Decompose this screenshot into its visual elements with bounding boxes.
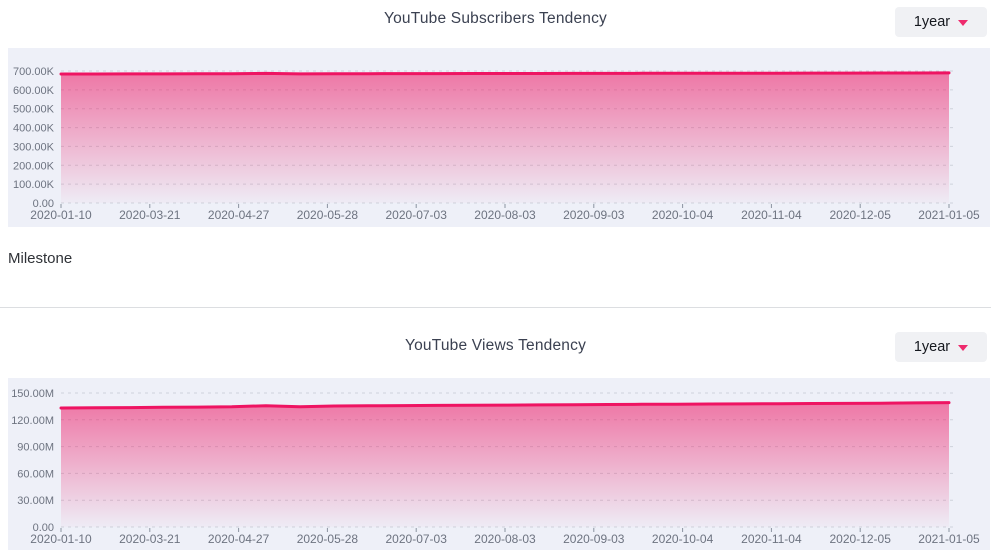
svg-text:500.00K: 500.00K bbox=[13, 104, 55, 116]
svg-text:2020-11-04: 2020-11-04 bbox=[741, 532, 802, 546]
svg-text:2020-10-04: 2020-10-04 bbox=[652, 208, 714, 222]
views-header: YouTube Views Tendency 1year bbox=[0, 308, 991, 378]
section-divider bbox=[0, 307, 991, 308]
views-tendency-chart[interactable]: 150.00M120.00M90.00M60.00M30.00M0.002020… bbox=[8, 378, 990, 550]
svg-text:2020-04-27: 2020-04-27 bbox=[208, 532, 270, 546]
range-value: 1year bbox=[913, 14, 951, 30]
svg-text:90.00M: 90.00M bbox=[17, 442, 54, 454]
svg-text:2020-10-04: 2020-10-04 bbox=[652, 532, 714, 546]
chevron-down-icon bbox=[958, 345, 969, 351]
views-section: YouTube Views Tendency 1year 150.00M 120.… bbox=[0, 308, 991, 550]
svg-text:2020-01-10: 2020-01-10 bbox=[30, 208, 92, 222]
svg-text:60.00M: 60.00M bbox=[17, 468, 54, 480]
svg-text:0.00: 0.00 bbox=[33, 198, 54, 210]
svg-text:2020-05-28: 2020-05-28 bbox=[297, 208, 359, 222]
svg-text:2020-08-03: 2020-08-03 bbox=[474, 532, 536, 546]
svg-text:2020-04-27: 2020-04-27 bbox=[208, 208, 270, 222]
subscribers-chart-title: YouTube Subscribers Tendency bbox=[383, 10, 608, 27]
svg-text:2020-11-04: 2020-11-04 bbox=[741, 208, 802, 222]
svg-text:2020-03-21: 2020-03-21 bbox=[119, 208, 181, 222]
views-chart-panel: 150.00M 120.00M 90.00M 60.00M 30.00M 0.00 2020… bbox=[8, 378, 990, 550]
subscribers-chart-panel: 700.00K 600.00K 500.00K 400.00K 300.00K 200.0… bbox=[8, 48, 990, 227]
subscribers-header: YouTube Subscribers Tendency 1year bbox=[0, 0, 991, 48]
svg-text:2020-07-03: 2020-07-03 bbox=[386, 208, 448, 222]
svg-text:2020-01-10: 2020-01-10 bbox=[30, 532, 92, 546]
svg-text:30.00M: 30.00M bbox=[17, 495, 54, 507]
svg-text:150.00M: 150.00M bbox=[11, 388, 54, 400]
svg-text:2020-05-28: 2020-05-28 bbox=[297, 532, 359, 546]
svg-text:2021-01-05: 2021-01-05 bbox=[918, 208, 980, 222]
svg-text:300.00K: 300.00K bbox=[13, 141, 55, 153]
svg-text:2020-07-03: 2020-07-03 bbox=[386, 532, 448, 546]
svg-text:200.00K: 200.00K bbox=[13, 160, 55, 172]
views-chart-title: YouTube Views Tendency bbox=[404, 337, 587, 354]
svg-text:2020-08-03: 2020-08-03 bbox=[474, 208, 536, 222]
views-range-dropdown[interactable]: 1year bbox=[895, 332, 987, 362]
svg-text:100.00K: 100.00K bbox=[13, 179, 55, 191]
svg-text:600.00K: 600.00K bbox=[13, 85, 55, 97]
svg-text:2020-09-03: 2020-09-03 bbox=[563, 532, 625, 546]
svg-text:2020-12-05: 2020-12-05 bbox=[830, 532, 892, 546]
svg-text:400.00K: 400.00K bbox=[13, 123, 55, 135]
svg-text:0.00: 0.00 bbox=[33, 522, 54, 534]
chevron-down-icon bbox=[958, 20, 969, 26]
milestone-row: Milestone bbox=[0, 250, 991, 272]
subscribers-section: YouTube Subscribers Tendency 1year 700.0… bbox=[0, 0, 991, 227]
subscribers-range-dropdown[interactable]: 1year bbox=[895, 7, 987, 37]
svg-text:700.00K: 700.00K bbox=[13, 66, 55, 78]
range-value: 1year bbox=[913, 339, 951, 355]
svg-text:120.00M: 120.00M bbox=[11, 415, 54, 427]
svg-text:2020-03-21: 2020-03-21 bbox=[119, 532, 181, 546]
svg-text:2020-09-03: 2020-09-03 bbox=[563, 208, 625, 222]
svg-text:2020-12-05: 2020-12-05 bbox=[830, 208, 892, 222]
subscribers-tendency-chart[interactable]: 700.00K 600.00K 500.00K 400.00K 300.00K 200.0… bbox=[8, 48, 990, 227]
svg-text:2021-01-05: 2021-01-05 bbox=[918, 532, 980, 546]
milestone-label: Milestone bbox=[8, 250, 73, 267]
